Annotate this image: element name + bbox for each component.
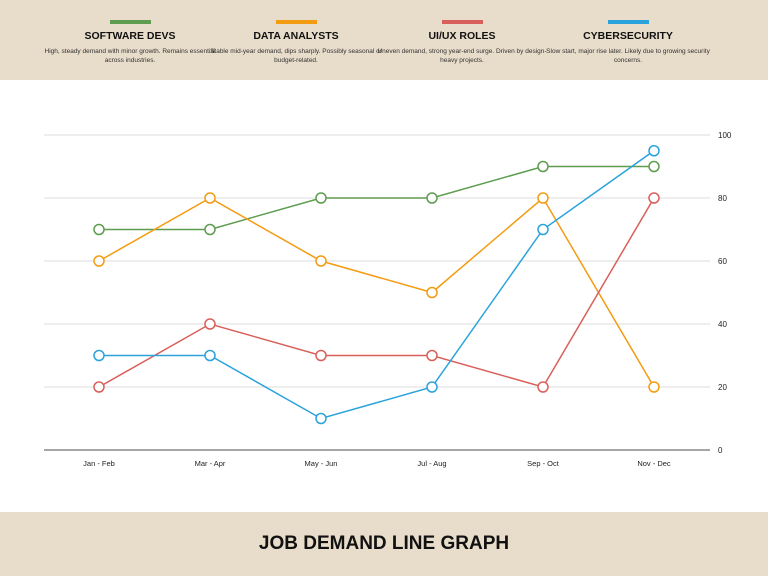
legend-title: UI/UX ROLES	[428, 30, 496, 42]
legend-title: CYBERSECURITY	[583, 30, 673, 42]
y-tick-label: 20	[718, 383, 727, 392]
data-point	[204, 349, 216, 362]
legend-item: CYBERSECURITY Slow start, major rise late…	[538, 20, 718, 65]
x-tick-label: Mar - Apr	[195, 459, 226, 468]
series-line	[99, 150, 655, 420]
series-line	[98, 197, 655, 388]
data-point	[315, 192, 327, 204]
chart-title: JOB DEMAND LINE GRAPH	[258, 533, 510, 554]
legend-description: Stable mid-year demand, dips sharply. Po…	[210, 48, 382, 64]
data-point	[426, 192, 438, 204]
title-band: JOB DEMAND LINE GRAPH	[0, 512, 768, 576]
data-point	[93, 255, 105, 267]
y-tick-label: 60	[718, 257, 727, 266]
legend-description: Uneven demand, strong year-end surge. Dr…	[377, 48, 547, 64]
y-tick-label: 100	[718, 131, 732, 140]
data-point	[426, 381, 438, 393]
x-tick-label: Nov - Dec	[637, 459, 671, 468]
legend-title: SOFTWARE DEVS	[84, 30, 176, 42]
legend-description: Slow start, major rise later. Likely due…	[546, 48, 710, 64]
data-point	[93, 223, 105, 236]
y-tick-label: 0	[718, 446, 723, 455]
x-tick-label: Jan - Feb	[83, 459, 115, 468]
legend-swatch	[109, 20, 151, 24]
legend-item: SOFTWARE DEVS High, steady demand with mi…	[40, 20, 220, 65]
legend-title: DATA ANALYSTS	[253, 30, 339, 42]
data-point	[204, 318, 216, 330]
data-point	[315, 349, 327, 362]
legend-swatch	[607, 20, 649, 24]
data-point	[204, 223, 216, 236]
legend-item: UI/UX ROLES Uneven demand, strong year-en…	[372, 20, 552, 65]
legend-item: DATA ANALYSTS Stable mid-year demand, dip…	[206, 20, 386, 65]
data-point	[648, 381, 660, 393]
data-point	[537, 160, 549, 173]
legend-description: High, steady demand with minor growth. R…	[44, 48, 216, 64]
data-point	[315, 412, 327, 425]
data-point	[93, 381, 105, 393]
data-point	[537, 381, 549, 393]
data-point	[537, 223, 549, 236]
y-tick-label: 40	[718, 320, 727, 329]
data-point	[648, 145, 660, 157]
series-line	[98, 196, 655, 388]
data-point	[315, 255, 327, 267]
legend-swatch	[275, 20, 317, 24]
data-point	[537, 192, 549, 204]
legend-band	[0, 0, 768, 80]
y-tick-label: 80	[718, 194, 727, 203]
x-tick-label: Sep - Oct	[527, 459, 560, 468]
x-tick-label: May - Jun	[305, 459, 338, 468]
series-line	[99, 165, 654, 231]
data-point	[426, 349, 438, 362]
data-point	[426, 286, 438, 299]
data-point	[204, 192, 216, 204]
legend-swatch	[441, 20, 483, 24]
data-point	[93, 349, 105, 362]
data-point	[648, 192, 660, 204]
x-tick-label: Jul - Aug	[417, 459, 446, 468]
data-point	[648, 160, 660, 173]
